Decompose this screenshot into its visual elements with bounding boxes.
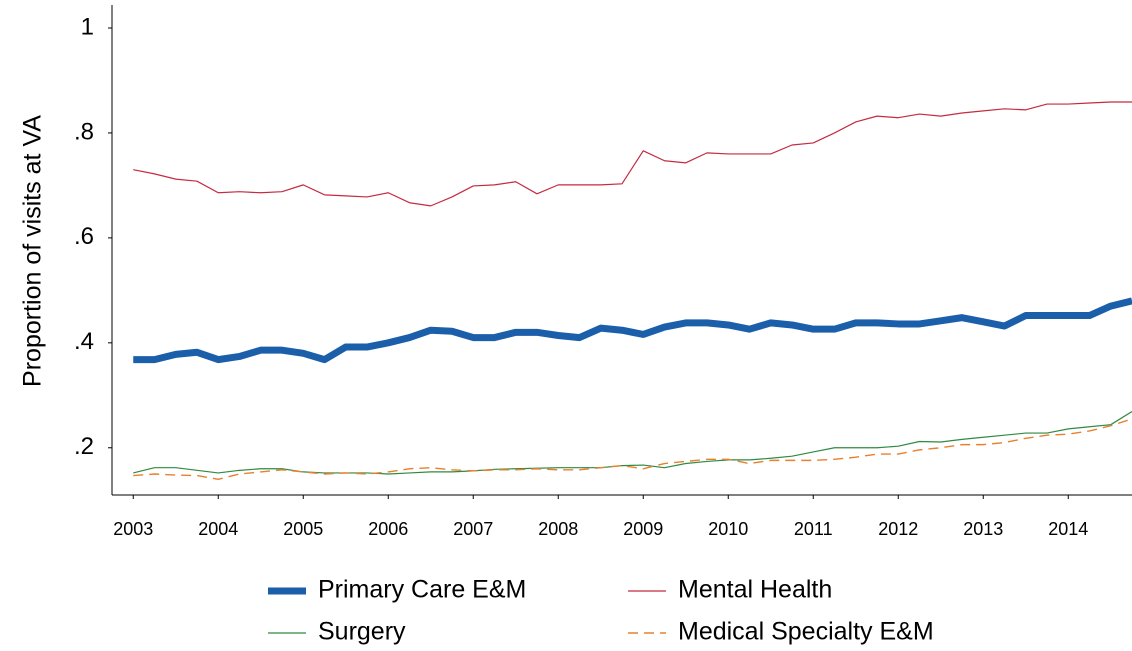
y-tick-label: 1 bbox=[81, 13, 94, 40]
y-tick-label: .4 bbox=[74, 328, 94, 355]
x-tick-label: 2013 bbox=[963, 519, 1003, 539]
y-tick-label: .6 bbox=[74, 223, 94, 250]
series-line bbox=[133, 418, 1132, 480]
series-line bbox=[133, 297, 1132, 364]
x-tick-label: 2012 bbox=[878, 519, 918, 539]
x-tick-label: 2009 bbox=[623, 519, 663, 539]
x-tick-label: 2014 bbox=[1048, 519, 1088, 539]
x-tick-label: 2011 bbox=[794, 519, 833, 539]
x-tick-label: 2003 bbox=[113, 519, 153, 539]
series-line bbox=[133, 411, 1132, 475]
legend-label: Primary Care E&M bbox=[318, 576, 526, 604]
y-tick-label: .8 bbox=[74, 118, 94, 145]
legend-label: Mental Health bbox=[678, 576, 832, 604]
x-tick-label: 2005 bbox=[283, 519, 323, 539]
x-tick-label: 2010 bbox=[708, 519, 748, 539]
x-tick-label: 2008 bbox=[538, 519, 578, 539]
y-axis-label: Proportion of visits at VA bbox=[19, 115, 47, 387]
x-tick-label: 2007 bbox=[453, 519, 493, 539]
legend-label: Medical Specialty E&M bbox=[678, 618, 934, 646]
x-tick-label: 2006 bbox=[368, 519, 408, 539]
y-tick-label: .2 bbox=[74, 433, 94, 460]
legend-label: Surgery bbox=[318, 618, 406, 646]
x-tick-label: 2004 bbox=[198, 519, 238, 539]
series-line bbox=[133, 101, 1132, 207]
